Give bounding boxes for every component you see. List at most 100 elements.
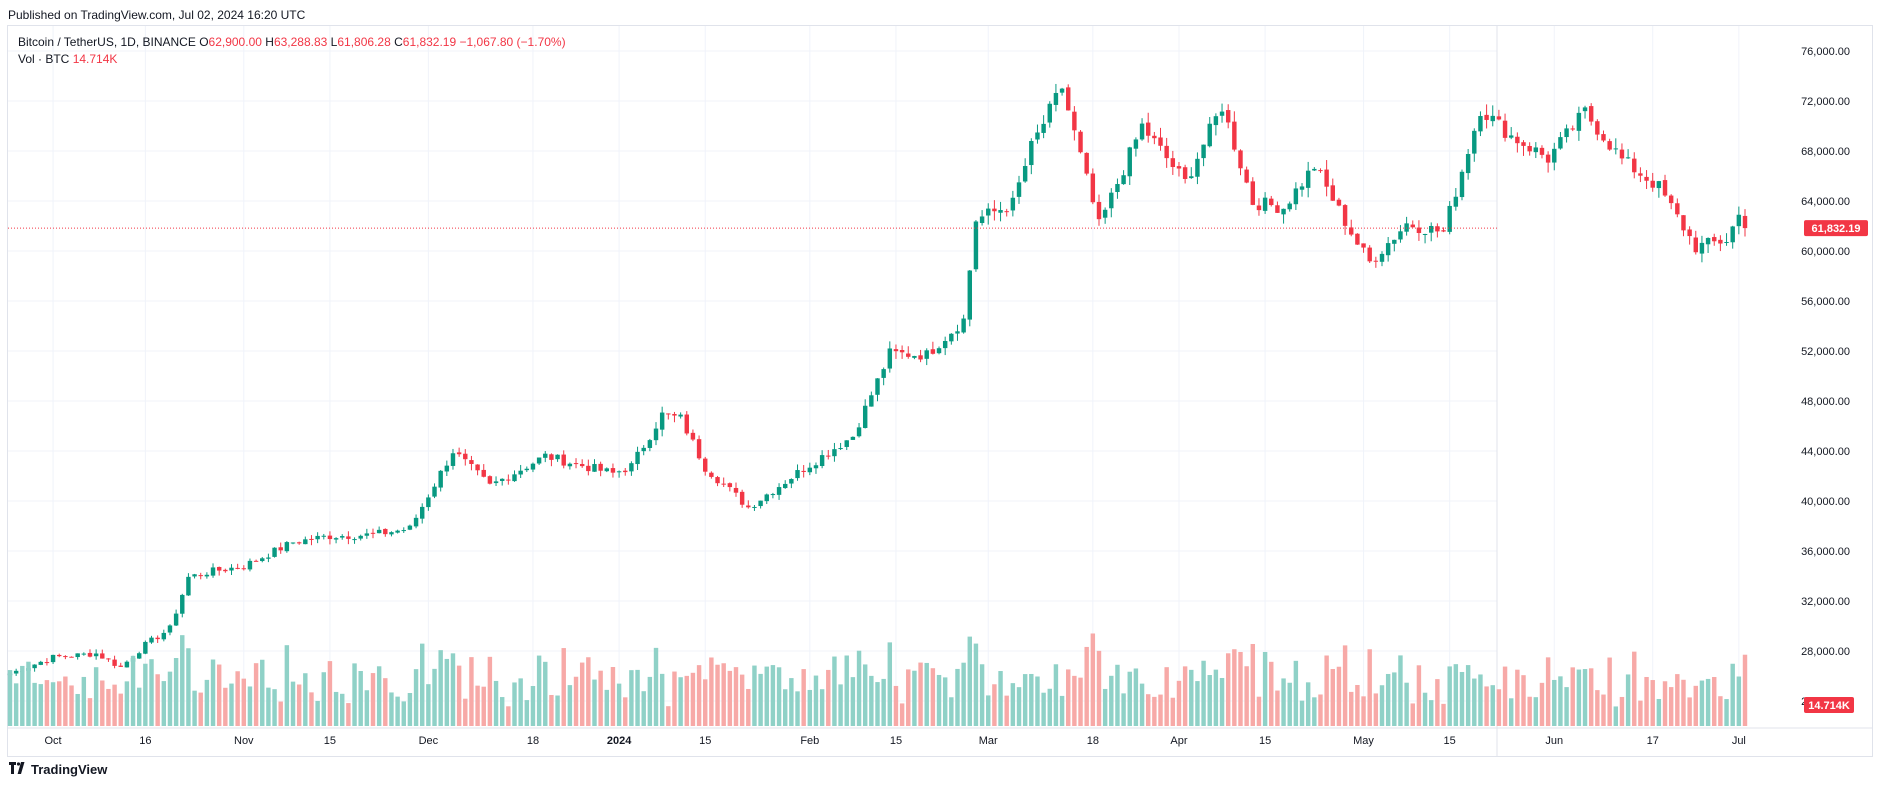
volume-bar: [518, 678, 523, 726]
volume-bar: [1705, 678, 1711, 726]
candle-body: [358, 535, 363, 539]
candle-body: [1392, 239, 1397, 244]
volume-bar: [1090, 633, 1096, 726]
candle-body: [1601, 134, 1606, 141]
volume-bar: [1102, 688, 1108, 726]
volume-label[interactable]: Vol · BTC: [18, 52, 70, 66]
volume-bar: [979, 664, 985, 726]
volume-bar: [1367, 649, 1372, 726]
candle-body: [106, 658, 111, 660]
candle-body: [321, 535, 326, 537]
candle-body: [1539, 147, 1545, 155]
volume-bar: [1644, 676, 1649, 726]
candle-body: [1650, 180, 1655, 188]
volume-bar: [420, 643, 425, 726]
candle-body: [63, 656, 68, 658]
volume-bar: [1385, 673, 1391, 726]
candle-body: [1459, 171, 1465, 198]
volume-bar: [949, 697, 954, 726]
candle-body: [1422, 233, 1428, 235]
volume-bar: [666, 706, 671, 726]
candle-body: [376, 529, 382, 534]
x-tick-label: 18: [527, 735, 539, 747]
candle-body: [223, 569, 228, 572]
volume-bar: [1207, 675, 1212, 726]
candle-body: [579, 463, 585, 467]
candle-body: [715, 477, 720, 484]
volume-bar: [549, 694, 554, 726]
volume-bar: [881, 678, 886, 726]
volume-bar: [1256, 696, 1262, 726]
volume-bar: [340, 693, 345, 726]
candle-body: [979, 216, 985, 224]
x-tick-label: 16: [139, 735, 151, 747]
volume-bar: [1361, 696, 1366, 726]
volume-bar: [346, 703, 351, 726]
volume-bar: [598, 670, 603, 726]
candle-body: [1170, 158, 1176, 168]
candle-body: [1453, 196, 1459, 207]
volume-bar: [1570, 667, 1575, 726]
volume-bar: [143, 663, 148, 726]
volume-bar: [567, 685, 573, 726]
volume-bar: [555, 695, 560, 726]
volume-bar: [1447, 666, 1452, 726]
candle-body: [1385, 243, 1391, 256]
candle-body: [1656, 181, 1662, 189]
candle-body: [659, 412, 665, 430]
volume-bar: [321, 672, 326, 726]
volume-bar: [1472, 678, 1477, 726]
candle-body: [1379, 253, 1385, 262]
volume-bar: [1066, 669, 1071, 726]
volume-bar: [1607, 657, 1612, 726]
candle-body: [1521, 142, 1526, 146]
volume-bar: [413, 669, 419, 726]
volume-bar: [93, 667, 99, 726]
volume-bar: [456, 665, 462, 726]
candle-body: [1355, 233, 1360, 245]
candle-body: [1502, 120, 1508, 138]
volume-bar: [481, 686, 486, 726]
candle-body: [1447, 205, 1452, 232]
symbol-label[interactable]: Bitcoin / TetherUS, 1D, BINANCE: [18, 35, 196, 49]
volume-bar: [1219, 677, 1225, 726]
volume-bar: [284, 645, 290, 726]
candle-body: [173, 613, 179, 626]
volume-bar: [1195, 681, 1200, 726]
candle-body: [124, 661, 130, 668]
volume-bar: [1016, 687, 1022, 726]
candle-body: [1176, 166, 1182, 169]
y-tick-label: 44,000.00: [1801, 446, 1850, 458]
candle-body: [499, 478, 505, 481]
volume-bar: [1262, 651, 1268, 726]
candle-body: [1164, 145, 1169, 159]
footer-brand[interactable]: TradingView: [9, 762, 107, 777]
volume-bar: [715, 664, 720, 726]
volume-bar: [1465, 665, 1471, 726]
volume-bar: [204, 679, 210, 726]
volume-bar: [703, 679, 708, 726]
volume-bar: [623, 697, 628, 726]
candle-body: [893, 349, 899, 352]
volume-bar: [241, 678, 247, 726]
volume-bar: [1398, 655, 1403, 726]
candle-body: [44, 662, 50, 664]
volume-bar: [887, 642, 893, 726]
volume-bar: [167, 671, 173, 726]
volume-bar: [1490, 685, 1495, 726]
candle-body: [1053, 92, 1059, 105]
candle-body: [247, 560, 253, 570]
candle-body: [992, 208, 997, 212]
candle-body: [1441, 230, 1446, 232]
volume-bar: [223, 687, 228, 726]
volume-bar: [924, 662, 929, 726]
volume-bar: [1182, 666, 1188, 726]
volume-bar: [499, 697, 505, 726]
candle-body: [204, 574, 210, 577]
open-value: 62,900.00: [208, 35, 262, 49]
volume-bar: [1712, 677, 1717, 726]
candle-body: [1232, 121, 1237, 150]
candle-body: [629, 463, 634, 472]
published-note: Published on TradingView.com, Jul 02, 20…: [8, 8, 306, 22]
